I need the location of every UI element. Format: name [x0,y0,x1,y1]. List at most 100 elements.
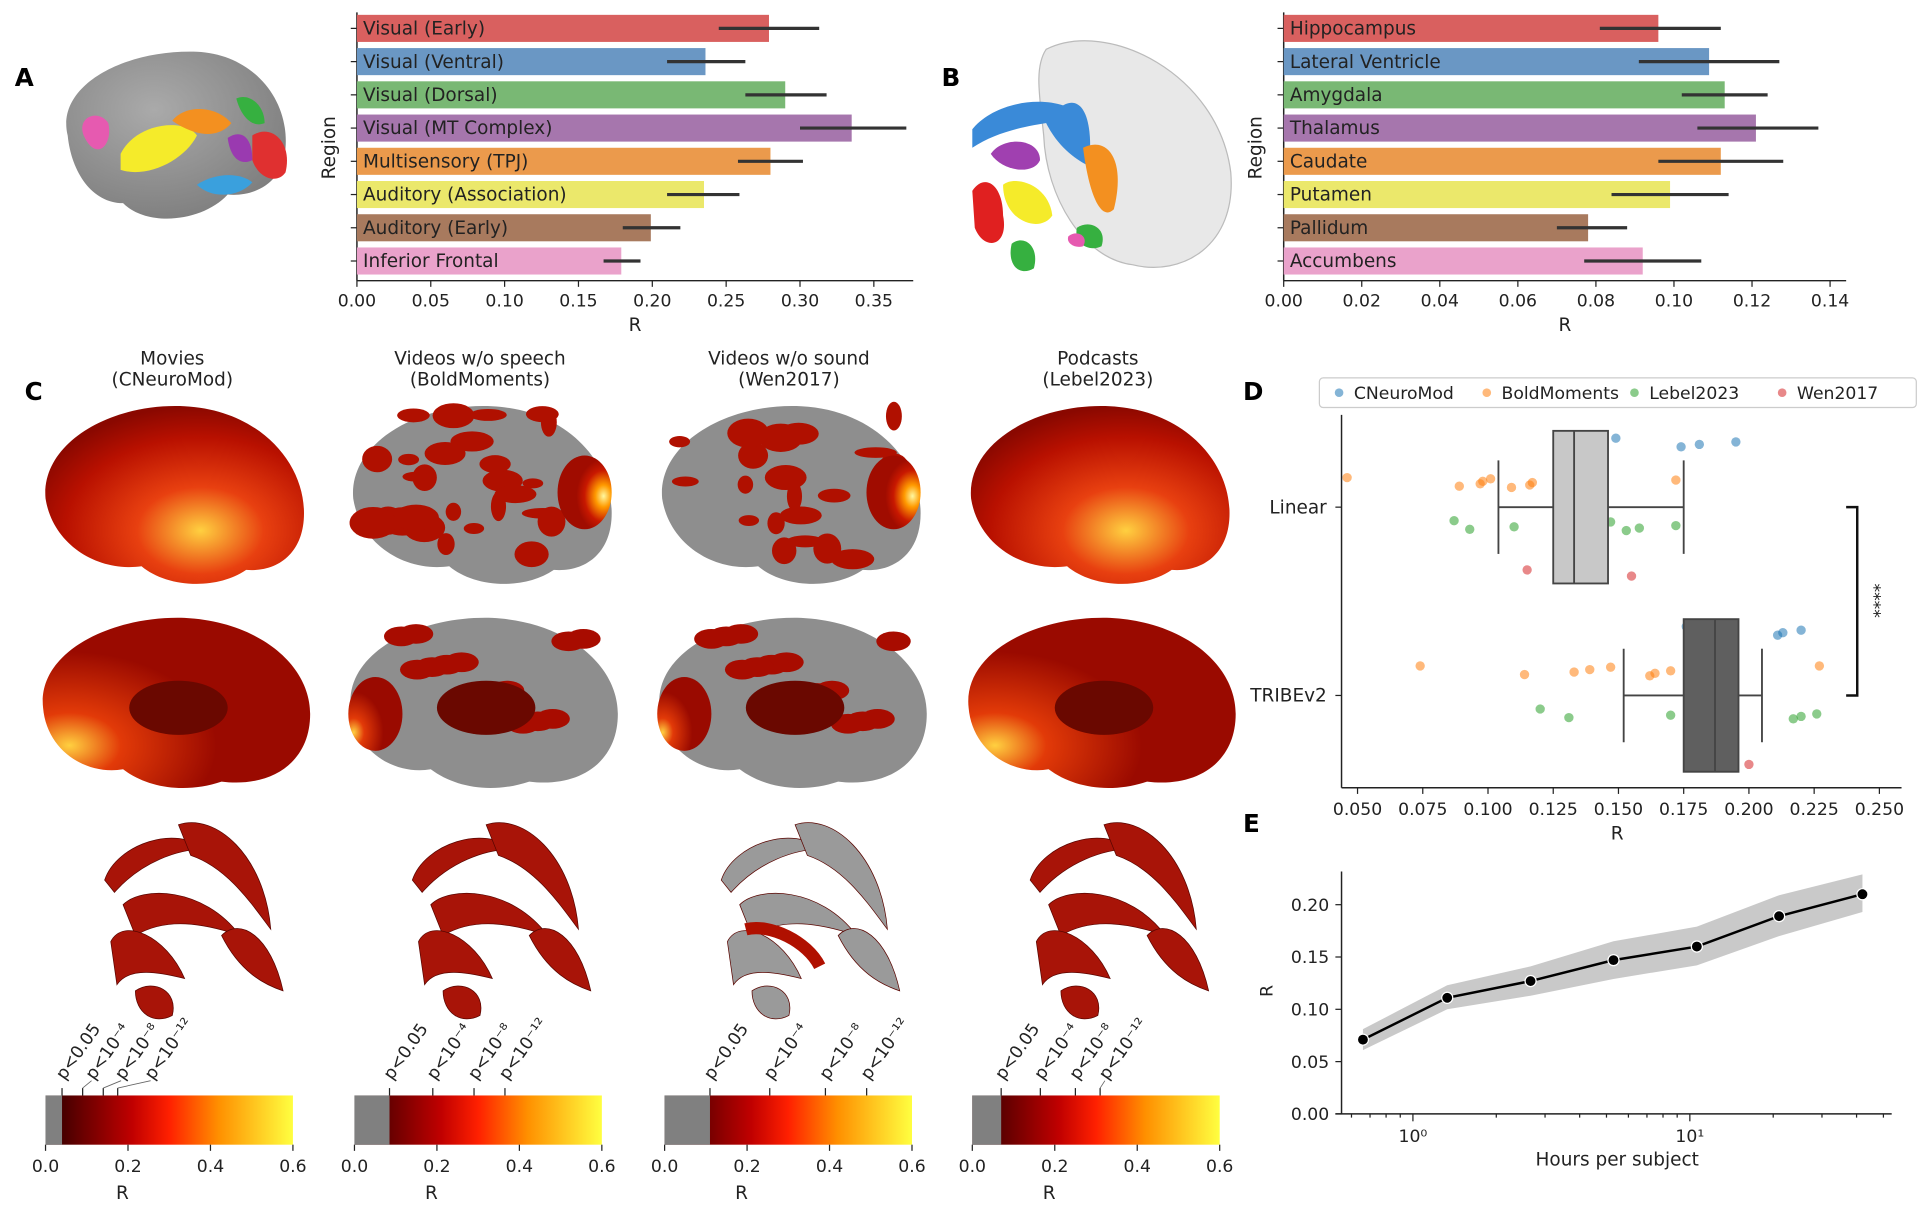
colorbar-label: R [116,1183,129,1204]
subcortical-map [1029,822,1210,1020]
significant-patch [424,441,466,466]
surface-map-column: Videos w/o speech(BoldMoments) [348,348,618,1020]
subcortical-structure [1048,892,1167,937]
x-tick-label: 10⁰ [1399,1127,1428,1147]
subcortical-structure [1083,144,1118,213]
subcortical-structure [727,930,802,986]
data-point-BoldMoments [1650,668,1660,678]
significant-patch [738,442,769,469]
significant-patch [813,533,842,564]
colorbar-label: R [735,1183,748,1204]
data-point-BoldMoments [1585,664,1595,675]
data-point-Lebel2023 [1564,712,1574,723]
significant-patch [551,631,586,652]
subcortical-structure [528,928,592,992]
line-chart: 0.00 0.05 0.10 0.15 0.20 10⁰ 10¹ Hours per subj… [1258,871,1892,1171]
colorbar-tick-label: 0.6 [1206,1157,1233,1177]
box-TRIBEv2 [1622,618,1763,773]
threshold-label: p<0.05 [700,1020,753,1084]
cortex-parcellation-image [66,51,287,219]
significant-patch [771,537,797,565]
bar [356,114,852,142]
data-point-Wen2017 [1522,565,1532,575]
colorbar-tick-label: 0.0 [32,1157,59,1177]
x-tick-label: 0.10 [485,292,523,312]
cortical-region [227,134,253,163]
data-point-Lebel2023 [1509,522,1519,532]
colorbar-below-threshold [664,1095,710,1145]
subcortical-structure [1060,985,1100,1020]
y-tick-label: 0.15 [1291,948,1329,968]
colorbar-tick-label: 0.0 [651,1157,678,1177]
y-tick-label: 0.10 [1291,1000,1329,1020]
column-subtitle: (BoldMoments) [410,369,550,390]
y-tick-label: 0.00 [1291,1105,1329,1125]
bar [356,181,704,209]
data-point-CNeuroMod [1694,439,1705,450]
cortical-region [120,125,197,173]
significant-patch [469,408,507,421]
panel-label-A: A [15,63,34,92]
bar [356,14,769,42]
significance-bracket [1846,505,1859,697]
bar-label: Visual (Ventral) [363,52,504,73]
subcortical-structure [1046,102,1091,167]
bar-label: Putamen [1290,185,1372,206]
significant-patch [393,504,439,531]
data-point-CNeuroMod [1611,433,1621,443]
bar [356,247,622,275]
bar-label: Visual (Dorsal) [363,85,498,106]
colorbar-tick-label: 0.2 [733,1157,760,1177]
data-point [1690,940,1704,953]
y-tick-label: TRIBEv2 [1249,686,1327,707]
subcortical-structure [1010,240,1036,272]
data-point-BoldMoments [1342,472,1352,483]
bar [1283,147,1721,175]
data-point-BoldMoments [1605,662,1616,672]
x-tick-label: 0.30 [781,292,819,312]
peak-activation [657,677,712,751]
bar-label: Multisensory (TPJ) [363,151,528,172]
data-point-BoldMoments [1814,661,1825,671]
cortical-region [172,108,232,134]
subcortical-structure [837,928,901,992]
bar [1283,48,1710,76]
x-tick-label: 0.100 [1463,800,1512,820]
cortical-region [236,96,265,125]
significant-patch [885,401,902,431]
x-tick-label: 10¹ [1675,1127,1704,1147]
data-point-CNeuroMod [1676,442,1686,452]
x-tick-label: 0.200 [1724,800,1773,820]
subcortical-structure [135,985,174,1020]
colorbar-tick-label: 0.0 [959,1157,986,1177]
threshold-label: p<10⁻¹² [857,1015,914,1084]
x-tick-label: 0.125 [1529,800,1578,820]
column-title: Podcasts [1057,348,1138,369]
threshold-leader [103,1080,122,1089]
data-point-BoldMoments [1527,477,1538,488]
x-tick-label: 0.00 [338,292,376,312]
data-point [1607,953,1620,967]
significant-patch [779,506,822,525]
data-point-Lebel2023 [1465,524,1475,534]
lateral-surface-map [970,405,1230,584]
x-tick-label: 0.06 [1499,292,1537,312]
legend: CNeuroMod BoldMoments Lebel2023 Wen2017 [1318,377,1917,409]
data-point-Lebel2023 [1788,714,1798,724]
bar [1283,114,1756,142]
bar-label: Amygdala [1290,85,1383,106]
legend-label: Wen2017 [1797,384,1878,404]
x-tick-label: 0.08 [1577,292,1615,312]
x-tick-label: 0.075 [1398,800,1447,820]
significant-patch [738,515,760,526]
x-axis-label: R [1559,315,1572,336]
data-point-BoldMoments [1569,667,1579,677]
subcortical-structure [177,822,272,931]
x-tick-label: 0.20 [633,292,671,312]
data-point [1524,974,1537,988]
data-point-BoldMoments [1485,474,1496,484]
cortical-region [196,175,253,195]
data-point-BoldMoments [1671,475,1681,485]
